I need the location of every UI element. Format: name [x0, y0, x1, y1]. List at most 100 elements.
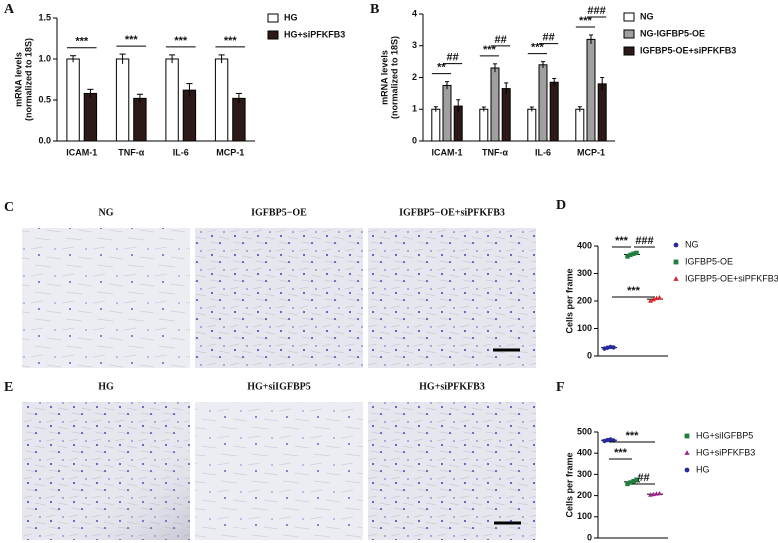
image-label: HG+siPFKFB3	[419, 381, 485, 392]
bar	[232, 97, 246, 142]
legend-swatch	[267, 30, 279, 40]
significance-label: ###	[635, 235, 653, 247]
micrograph	[195, 402, 363, 540]
dot	[628, 252, 633, 257]
y-tick-label: 100	[577, 323, 592, 333]
bar	[83, 92, 98, 142]
bar	[133, 97, 147, 142]
y-tick-label: 0	[412, 135, 417, 145]
dot	[648, 298, 653, 303]
legend-label: HG+siPFKFB3	[284, 29, 345, 39]
panel-letter: A	[4, 2, 15, 17]
significance-label: ***	[531, 42, 545, 54]
significance-label: ##	[446, 52, 458, 64]
y-tick-label: 2	[412, 72, 417, 82]
images	[22, 228, 536, 540]
bar	[586, 38, 596, 142]
y-tick-label: 1.5	[38, 12, 51, 22]
x-tick-label: MCP-1	[577, 147, 605, 157]
legend-label: HG	[284, 12, 298, 22]
image-label: NG	[99, 207, 114, 218]
significance-label: ##	[542, 32, 554, 44]
legend-swatch	[267, 13, 279, 23]
image-label: IGFBP5−OE	[251, 207, 307, 218]
image-label: HG+siIGFBP5	[247, 381, 310, 392]
bar	[182, 89, 197, 142]
y-axis-label: mRNA levels	[379, 50, 389, 105]
y-tick-label: 1.0	[38, 53, 51, 63]
bar	[442, 84, 452, 142]
panel-letter: D	[556, 198, 566, 213]
bar	[479, 108, 489, 142]
bar	[527, 108, 537, 142]
y-axis-label: mRNA levels	[13, 52, 23, 107]
x-tick-label: ICAM-1	[66, 147, 97, 157]
significance-label: ##	[494, 34, 506, 46]
legend-marker	[673, 242, 679, 248]
significance-label: **	[437, 62, 446, 74]
dot	[631, 478, 636, 484]
bar	[214, 58, 229, 142]
significance-label: ***	[615, 235, 629, 247]
bar	[165, 58, 179, 142]
y-tick-label: 300	[577, 268, 592, 278]
dot	[634, 477, 639, 482]
y-axis-label: Cells per frame	[564, 452, 574, 517]
bar	[575, 108, 585, 142]
image-label: IGFBP5−OE+siPFKFB3	[399, 207, 505, 218]
panel-letter: E	[4, 380, 13, 395]
y-tick-label: 100	[577, 511, 592, 521]
legend-marker	[673, 276, 679, 281]
micrograph	[22, 228, 190, 368]
y-tick-label: 0.5	[38, 94, 51, 104]
y-axis-label: (normalized to 18S)	[389, 36, 399, 119]
x-tick-label: MCP-1	[216, 147, 244, 157]
legend-marker	[684, 467, 690, 473]
y-tick-label: 300	[577, 469, 592, 479]
bar	[549, 81, 559, 142]
x-tick-label: ICAM-1	[432, 147, 463, 157]
bar	[490, 67, 500, 142]
dot	[657, 295, 662, 300]
bar	[66, 58, 80, 142]
dot	[628, 480, 633, 485]
y-tick-label: 400	[577, 448, 592, 458]
y-axis-label: Cells per frame	[564, 268, 574, 333]
significance-label: ##	[637, 472, 649, 484]
bar	[431, 108, 441, 142]
y-tick-label: 500	[577, 426, 592, 436]
bar	[597, 83, 607, 142]
significance-label: ***	[579, 15, 593, 27]
panel-letter: B	[370, 2, 379, 17]
micrograph	[195, 228, 363, 368]
dot	[634, 250, 639, 256]
panel-letter: F	[556, 380, 565, 395]
dot	[625, 254, 630, 259]
bar	[115, 58, 130, 142]
significance-label: ***	[483, 44, 497, 56]
y-tick-label: 200	[577, 295, 592, 305]
dot	[625, 481, 630, 487]
y-tick-label: 4	[412, 8, 417, 18]
y-tick-label: 0	[587, 350, 592, 360]
micrograph	[368, 402, 536, 540]
y-tick-label: 0	[587, 532, 592, 542]
significance-label: ***	[614, 447, 628, 459]
legend-swatch	[623, 29, 635, 39]
legend-label: NG	[685, 239, 699, 249]
significance-label: ***	[626, 430, 640, 442]
image-label: HG	[98, 381, 114, 392]
significance-label: ***	[75, 36, 89, 48]
significance-label: ***	[224, 35, 238, 47]
legend-marker	[684, 433, 690, 439]
dot	[657, 490, 662, 496]
significance-label: ***	[174, 35, 188, 47]
y-tick-label: 3	[412, 40, 417, 50]
y-tick-label: 0.0	[38, 135, 51, 145]
legend-marker	[673, 259, 679, 265]
legend-label: IGFBP5-OE+siPFKFB3	[640, 45, 736, 55]
y-tick-label: 400	[577, 240, 592, 250]
micrograph-shade	[22, 402, 190, 540]
legend-label: NG	[640, 11, 654, 21]
dot	[611, 345, 616, 350]
